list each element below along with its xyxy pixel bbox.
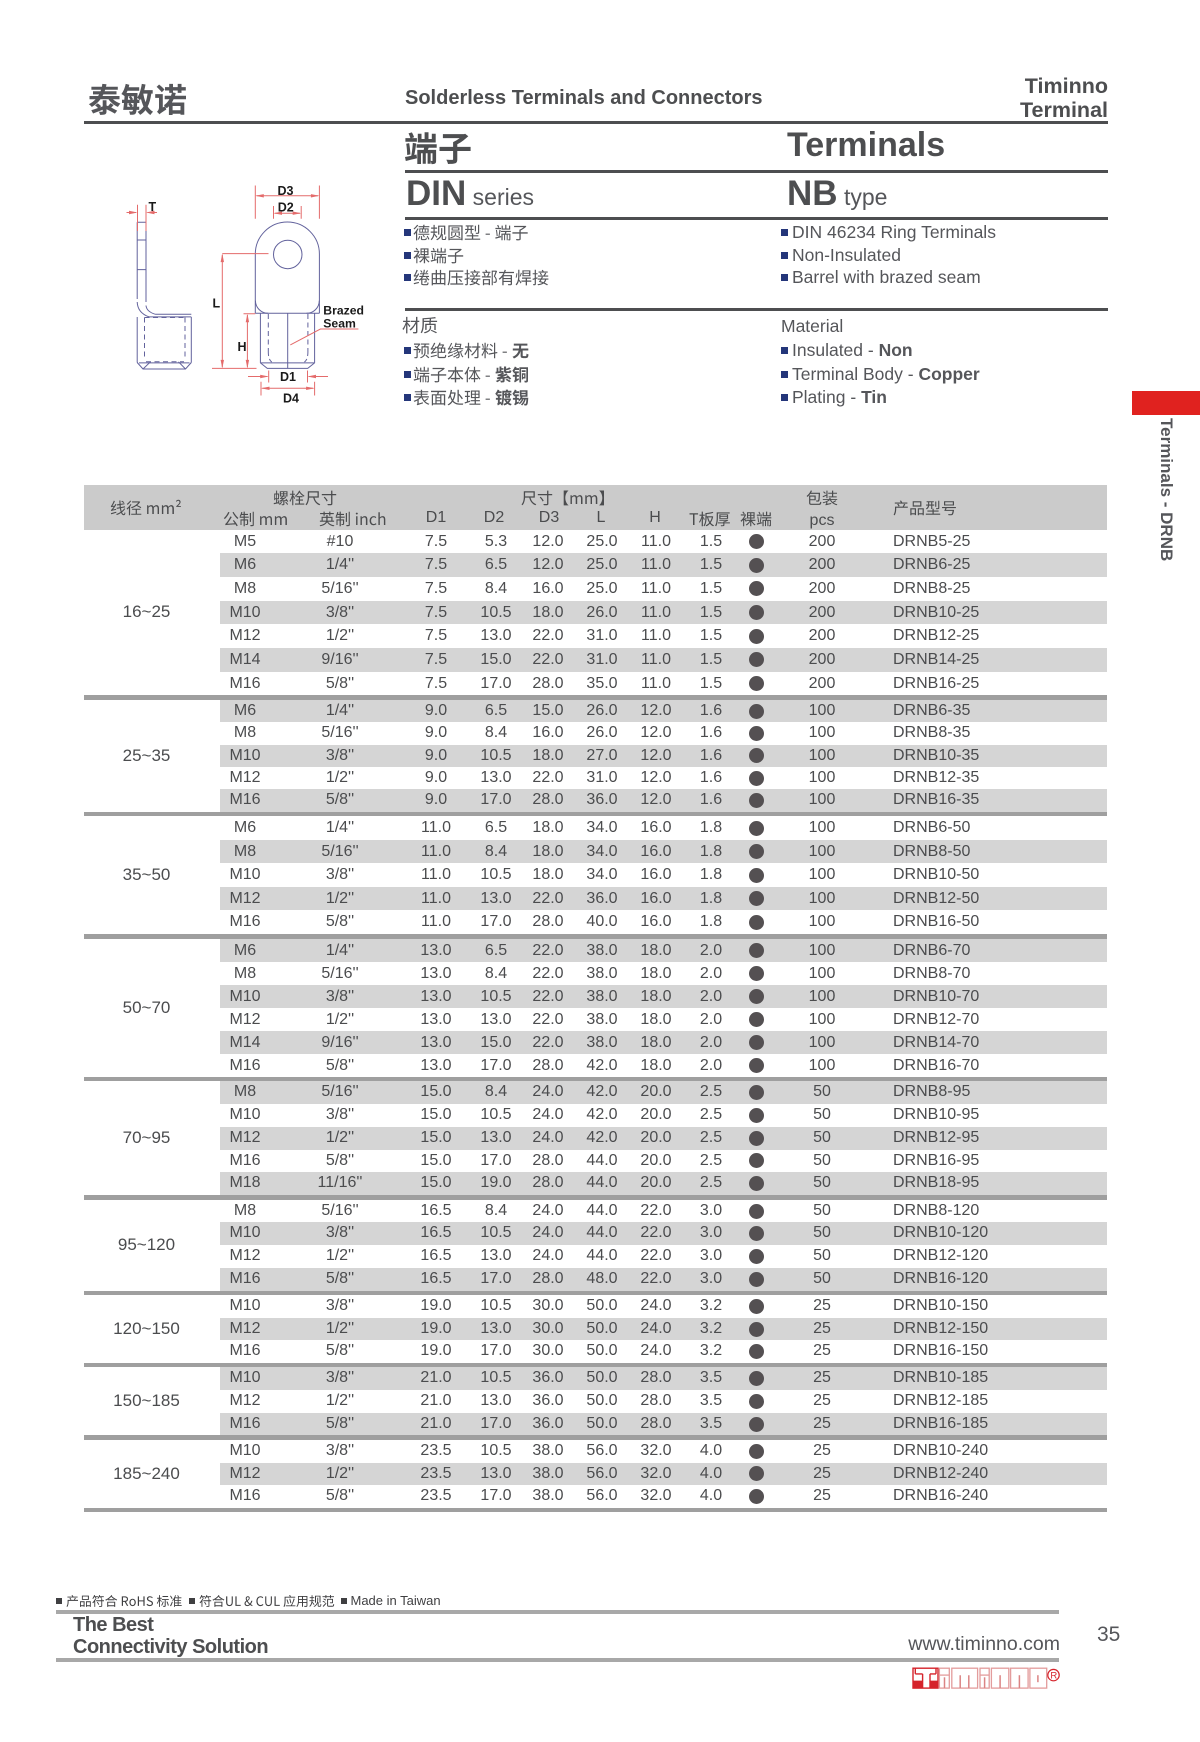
svg-text:D2: D2 [278, 201, 294, 215]
svg-text:D3: D3 [278, 184, 294, 198]
svg-text:T: T [149, 200, 157, 214]
svg-text:H: H [238, 340, 247, 354]
svg-text:Brazed: Brazed [323, 304, 364, 318]
svg-text:D1: D1 [280, 370, 296, 384]
svg-text:L: L [213, 297, 221, 311]
svg-text:R: R [1050, 1671, 1057, 1682]
svg-text:Seam: Seam [323, 317, 356, 331]
svg-text:D4: D4 [283, 392, 299, 406]
